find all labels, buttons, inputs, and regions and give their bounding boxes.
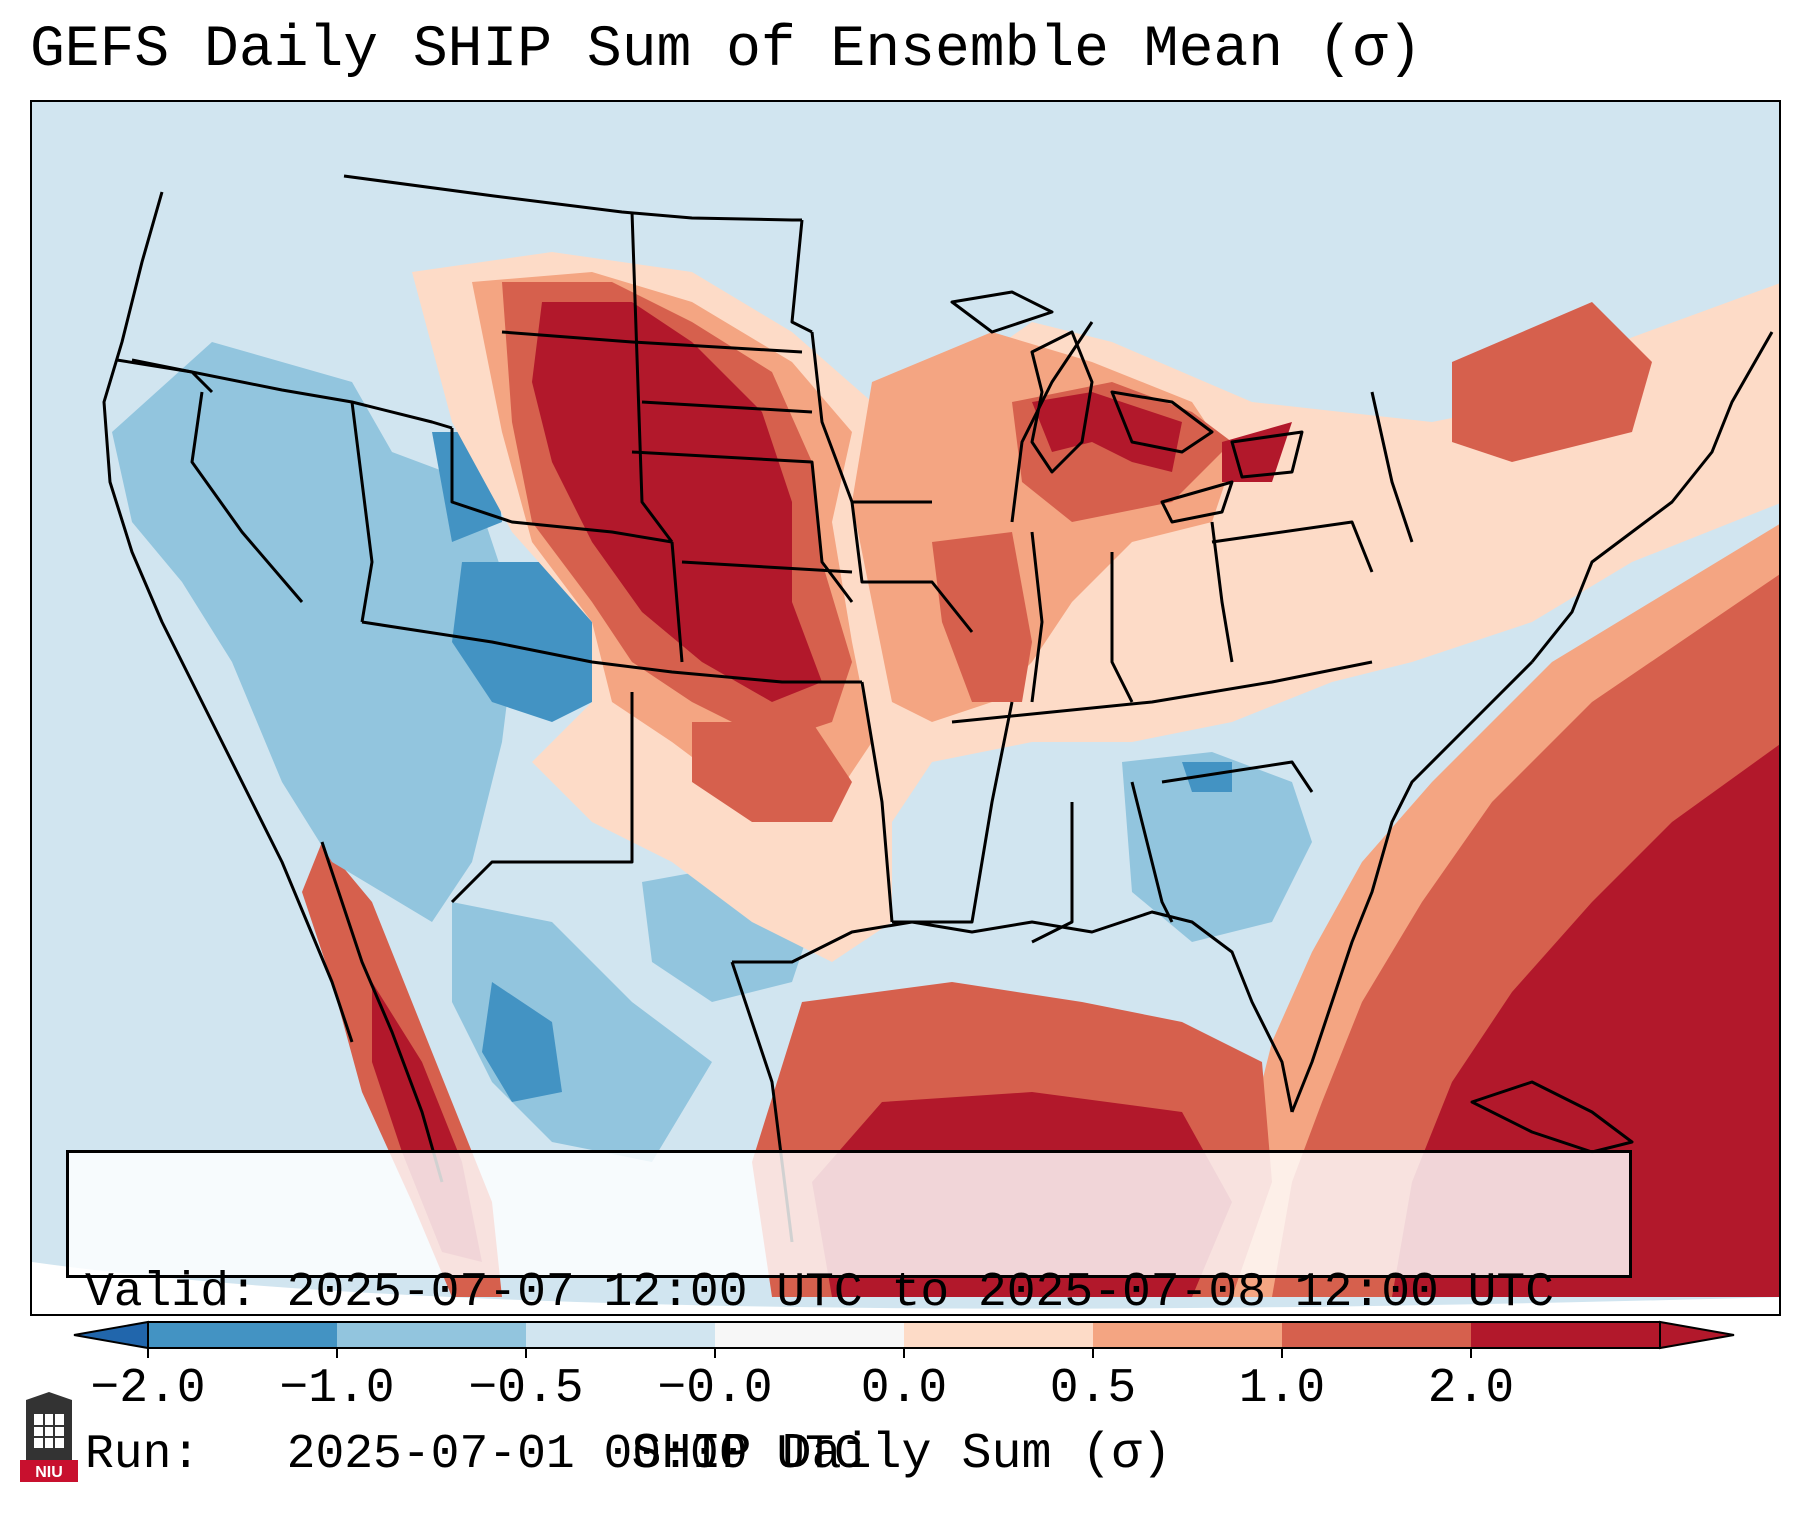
lake-huron xyxy=(1110,390,1214,454)
illinois-positive-mid xyxy=(932,532,1032,702)
mexico-negative-strong xyxy=(482,982,562,1102)
northeast-coast xyxy=(1530,331,1774,663)
state-borders xyxy=(116,174,1414,944)
niu-logo: NIU xyxy=(20,1392,78,1482)
projection-edge xyxy=(32,1262,1779,1314)
logo-roof xyxy=(26,1392,72,1400)
canada-border-west xyxy=(343,174,802,222)
lake-erie xyxy=(1160,480,1234,524)
pacific-coast xyxy=(102,191,354,1043)
colorbar-tick-label: −1.0 xyxy=(279,1362,395,1416)
lake-ontario xyxy=(1230,430,1304,479)
nv-ut-border xyxy=(350,401,374,623)
map-panel xyxy=(30,100,1781,1316)
mt-nd-border xyxy=(501,330,803,354)
colorbar-over-arrow xyxy=(1659,1320,1735,1350)
mn-ia-border xyxy=(810,331,932,504)
colorbar-tick-label: −0.0 xyxy=(657,1362,773,1416)
lake-superior xyxy=(950,290,1054,334)
in-oh-border xyxy=(1110,552,1134,703)
ms-al-border xyxy=(1031,802,1074,944)
wy-co-border xyxy=(450,428,673,544)
or-ca-border xyxy=(116,358,214,394)
map-title: GEFS Daily SHIP Sum of Ensemble Mean (σ) xyxy=(30,18,1423,83)
vt-nh-border xyxy=(1370,391,1414,543)
southeast-negative-anomaly xyxy=(1122,752,1312,942)
oh-pa-border xyxy=(1210,521,1234,663)
west-negative-anomaly xyxy=(112,342,512,922)
colorbar-tick-label: 0.0 xyxy=(860,1362,948,1416)
colorbar-tick-label: 1.0 xyxy=(1238,1362,1326,1416)
new-england-positive xyxy=(1452,302,1652,462)
lake-michigan xyxy=(1030,330,1094,474)
tx-ok-la-border xyxy=(860,681,894,923)
cuba-outline xyxy=(1470,1080,1634,1154)
plains-positive-strong xyxy=(532,302,822,702)
colorbar-tick-label: −2.0 xyxy=(90,1362,206,1416)
colorbar-tick-label: 0.5 xyxy=(1049,1362,1137,1416)
run-line: Run: 2025-07-01 00:00 UTC xyxy=(85,1428,863,1482)
ship-map xyxy=(32,102,1779,1314)
sd-nd-border xyxy=(641,400,813,414)
oklahoma-positive-mid xyxy=(692,722,852,822)
colorbar-tick-label: 2.0 xyxy=(1427,1362,1515,1416)
mt-dakota-border xyxy=(630,211,674,543)
il-in-border xyxy=(1030,531,1044,703)
nd-mn-border xyxy=(790,219,813,334)
la-ms-border xyxy=(892,701,1014,924)
colorado-negative-strong xyxy=(452,562,592,722)
baja-coast xyxy=(320,841,444,1183)
ca-nv-border xyxy=(190,391,304,603)
colorbar-label: SHIP Daily Sum (σ) xyxy=(631,1426,1172,1483)
logo-window-grid xyxy=(34,1414,64,1448)
gulf-coast xyxy=(732,910,1294,1113)
pa-ny-border xyxy=(1211,520,1374,573)
ks-ne-border xyxy=(681,560,853,574)
sc-negative-strong xyxy=(1182,762,1232,792)
colorbar-tick-label: −0.5 xyxy=(468,1362,584,1416)
logo-banner xyxy=(20,1460,78,1482)
logo-window xyxy=(34,1414,64,1448)
ga-sc-border xyxy=(1161,760,1314,793)
ia-mo-border xyxy=(850,501,974,633)
coastlines xyxy=(102,191,1774,1243)
southeast-coast xyxy=(1290,660,1534,1113)
co-ks-border xyxy=(670,541,684,663)
logo-text: NIU xyxy=(35,1464,63,1481)
nm-tx-border xyxy=(450,692,634,904)
ne-sd-border xyxy=(631,450,854,603)
valid-time-box: Valid: 2025-07-07 12:00 UTC to 2025-07-0… xyxy=(66,1150,1632,1482)
great-lakes-positive-strong xyxy=(1032,392,1182,472)
valid-line: Valid: 2025-07-07 12:00 UTC to 2025-07-0… xyxy=(85,1266,1555,1320)
az-nm-ok-border xyxy=(361,620,862,684)
tn-ky-border xyxy=(951,660,1373,724)
